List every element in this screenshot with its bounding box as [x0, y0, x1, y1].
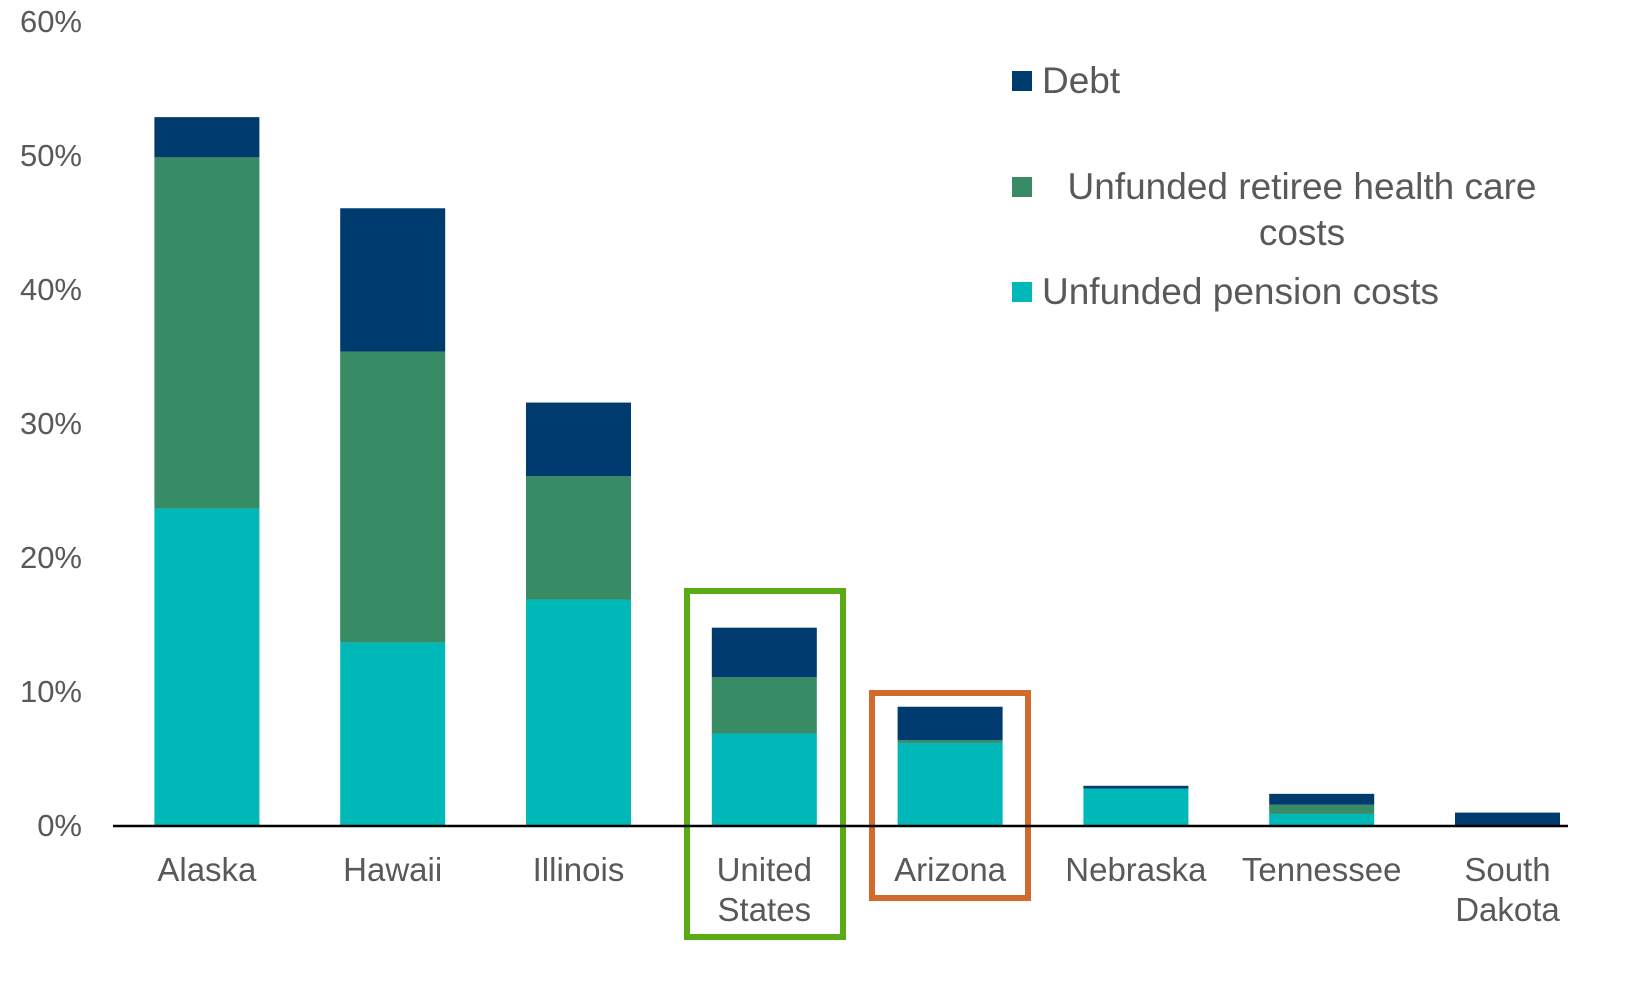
- bar-segment: [526, 476, 631, 600]
- bar-segment: [711, 677, 817, 734]
- bar-segment: [1269, 793, 1375, 805]
- bar-segment: [1083, 785, 1189, 789]
- x-tick-label: Tennessee: [1241, 851, 1402, 888]
- bar-segment: [1455, 812, 1560, 826]
- bar-segment: [154, 157, 260, 509]
- bar-segment: [340, 351, 446, 643]
- bar-segment: [526, 402, 631, 477]
- legend-swatch: [1012, 71, 1032, 91]
- bar-segment: [1269, 804, 1375, 814]
- legend-label: Debt: [1042, 60, 1121, 101]
- bar-segment: [154, 508, 260, 826]
- bar-segment: [711, 733, 817, 826]
- x-tick-label: United States: [716, 851, 812, 928]
- bar-segment: [340, 642, 446, 826]
- legend-item: Unfunded pension costs: [1012, 269, 1572, 315]
- y-tick-label: 20%: [19, 540, 82, 575]
- bar-segment: [711, 627, 817, 678]
- legend-swatch: [1012, 282, 1032, 302]
- x-tick-label: Hawaii: [343, 851, 443, 888]
- legend-label: Unfunded retiree health care costs: [1067, 166, 1537, 253]
- y-tick-label: 40%: [19, 272, 82, 307]
- x-tick-label: Alaska: [157, 851, 257, 888]
- y-tick-label: 30%: [19, 406, 82, 441]
- bar-segment: [897, 742, 1003, 826]
- y-tick-label: 0%: [37, 808, 82, 843]
- y-tick-label: 10%: [19, 674, 82, 709]
- bar-segment: [154, 117, 260, 158]
- bar-segment: [897, 740, 1003, 743]
- bar-segment: [1269, 813, 1375, 826]
- legend-item: Debt: [1012, 58, 1572, 104]
- x-tick-label: South Dakota: [1455, 851, 1560, 928]
- bar-segment: [1083, 788, 1189, 826]
- legend-swatch: [1012, 177, 1032, 197]
- x-tick-label: Nebraska: [1065, 851, 1207, 888]
- highlight-box: [684, 588, 846, 940]
- x-tick-label: Arizona: [894, 851, 1007, 888]
- highlight-box: [869, 690, 1031, 901]
- legend-label: Unfunded pension costs: [1042, 271, 1439, 312]
- y-tick-label: 60%: [19, 4, 82, 39]
- bar-segment: [897, 706, 1003, 741]
- bar-segment: [526, 599, 631, 826]
- x-tick-label: Illinois: [532, 851, 625, 888]
- legend-item: Unfunded retiree health care costs: [1012, 164, 1562, 256]
- y-tick-label: 50%: [19, 138, 82, 173]
- bar-segment: [340, 208, 446, 352]
